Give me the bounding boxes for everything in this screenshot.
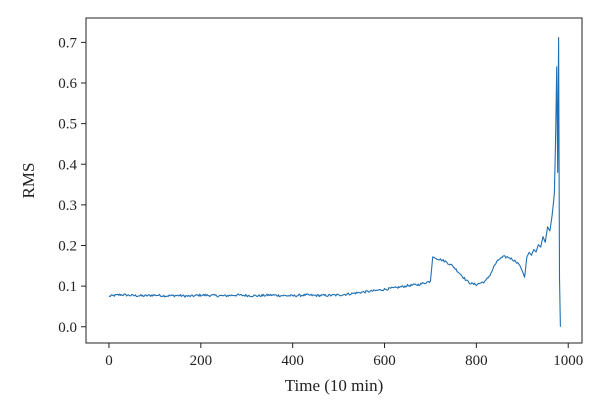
x-tick-label: 800 — [465, 353, 488, 369]
y-tick-label: 0.7 — [58, 35, 77, 51]
x-tick-label: 1000 — [553, 353, 583, 369]
x-tick-label: 400 — [281, 353, 304, 369]
plot-frame — [85, 17, 583, 344]
y-tick-label: 0.3 — [58, 198, 77, 214]
x-axis-ticks: 0 200 400 600 800 1000 — [105, 343, 583, 369]
x-tick-label: 600 — [373, 353, 396, 369]
y-tick-label: 0.2 — [58, 239, 77, 255]
y-tick-label: 0.5 — [58, 117, 77, 133]
rms-series-line — [108, 36, 561, 327]
y-axis-ticks: 0.0 0.1 0.2 0.3 0.4 0.5 0.6 0.7 — [58, 35, 86, 336]
y-tick-label: 0.0 — [58, 320, 77, 336]
x-tick-label: 0 — [105, 353, 113, 369]
x-tick-label: 200 — [190, 353, 213, 369]
y-tick-label: 0.4 — [58, 157, 77, 173]
y-tick-label: 0.6 — [58, 76, 77, 92]
y-axis-label: RMS — [19, 163, 38, 199]
y-tick-label: 0.1 — [58, 279, 77, 295]
plot-area — [108, 36, 561, 327]
x-axis-label: Time (10 min) — [285, 376, 384, 395]
